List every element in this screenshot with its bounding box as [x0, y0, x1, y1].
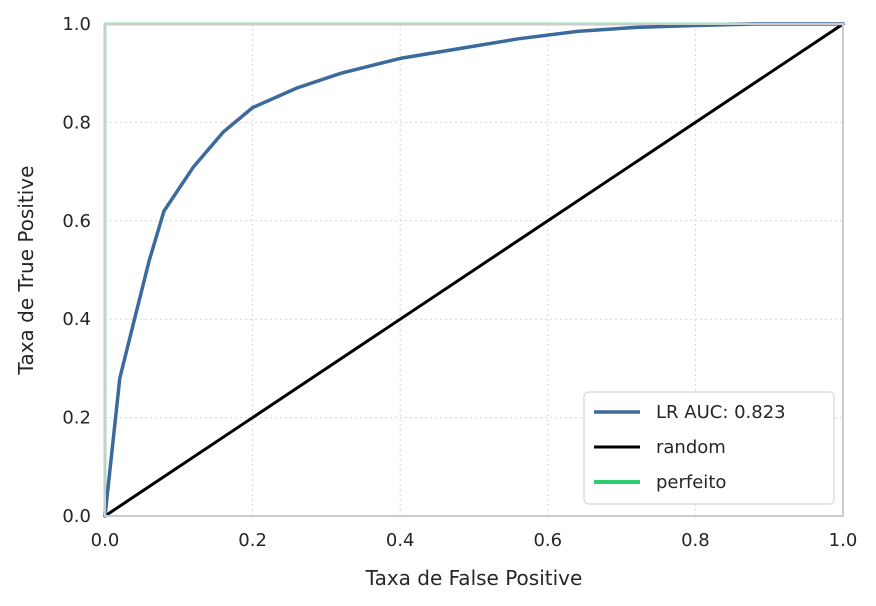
x-tick-label: 0.6 — [533, 530, 562, 551]
legend-label-lr: LR AUC: 0.823 — [656, 402, 786, 423]
x-tick-label: 0.0 — [91, 530, 120, 551]
x-axis-title: Taxa de False Positive — [365, 566, 583, 590]
legend-box — [583, 391, 835, 505]
plot-frame — [104, 23, 844, 517]
y-tick-label: 0.0 — [62, 506, 91, 527]
legend-label-perfeito: perfeito — [656, 472, 726, 493]
x-tick-label: 1.0 — [829, 530, 858, 551]
y-tick-label: 0.4 — [62, 309, 91, 330]
series-line-random — [103, 22, 845, 518]
y-tick-label: 0.8 — [62, 112, 91, 133]
y-tick-label: 1.0 — [62, 14, 91, 35]
x-tick-label: 0.8 — [681, 530, 710, 551]
y-tick-labels: 0.0 0.2 0.4 0.6 0.8 1.0 — [62, 14, 91, 527]
legend-label-random: random — [656, 437, 726, 458]
series-line-lr — [103, 22, 845, 518]
y-tick-label: 0.6 — [62, 211, 91, 232]
legend: LR AUC: 0.823 random perfeito — [583, 391, 835, 505]
x-tick-labels: 0.0 0.2 0.4 0.6 0.8 1.0 — [91, 530, 858, 551]
x-tick-label: 0.4 — [386, 530, 415, 551]
y-tick-label: 0.2 — [62, 408, 91, 429]
x-tick-label: 0.2 — [238, 530, 267, 551]
y-axis-title: Taxa de True Positive — [14, 166, 38, 376]
